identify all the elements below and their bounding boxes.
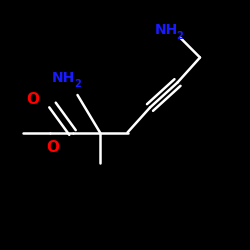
Text: 2: 2	[74, 79, 81, 89]
Text: 2: 2	[176, 31, 184, 41]
Text: NH: NH	[154, 23, 178, 37]
Text: O: O	[46, 140, 59, 155]
Text: NH: NH	[52, 70, 76, 85]
Text: O: O	[26, 92, 39, 108]
